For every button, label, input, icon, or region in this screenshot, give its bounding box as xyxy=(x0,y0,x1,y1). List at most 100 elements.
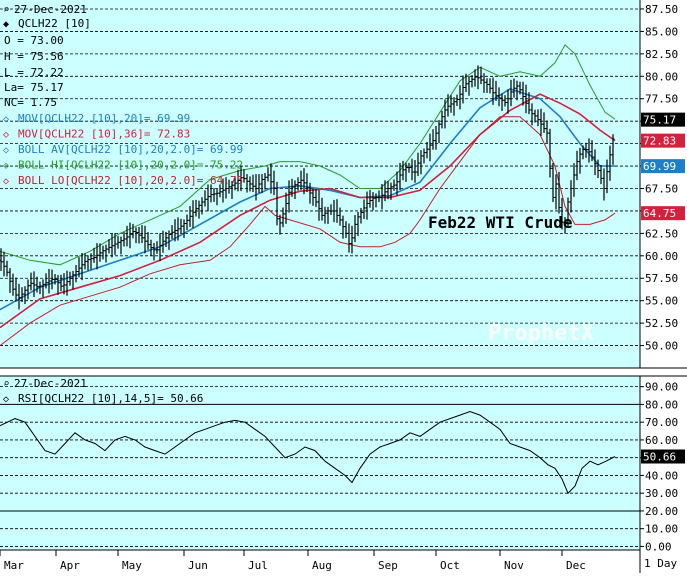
price-bar[interactable] xyxy=(383,180,387,202)
price-bar[interactable] xyxy=(431,129,435,150)
price-bar[interactable] xyxy=(5,260,9,277)
price-bar[interactable] xyxy=(497,87,501,107)
price-bar[interactable] xyxy=(458,85,462,110)
price-bar[interactable] xyxy=(512,78,516,98)
price-bar[interactable] xyxy=(584,142,588,158)
price-bar[interactable] xyxy=(50,269,54,290)
price-bar[interactable] xyxy=(521,81,525,106)
price-bar[interactable] xyxy=(455,94,459,106)
price-bar[interactable] xyxy=(419,150,423,175)
study-diamond-icon[interactable]: ◇ xyxy=(3,145,9,156)
price-bar[interactable] xyxy=(110,233,114,258)
price-bar[interactable] xyxy=(248,176,252,192)
price-bar[interactable] xyxy=(89,253,93,270)
price-bar[interactable] xyxy=(233,177,237,191)
price-bar[interactable] xyxy=(281,207,285,228)
price-bar[interactable] xyxy=(326,206,330,224)
rsi-line[interactable] xyxy=(0,410,616,495)
price-bar[interactable] xyxy=(314,189,318,208)
price-bar[interactable] xyxy=(566,197,570,227)
price-bar[interactable] xyxy=(119,236,123,255)
price-bar[interactable] xyxy=(17,283,21,310)
price-bar[interactable] xyxy=(548,128,552,178)
price-bar[interactable] xyxy=(143,225,147,254)
price-bar[interactable] xyxy=(230,181,234,199)
price-bar[interactable] xyxy=(578,147,582,174)
price-bar[interactable] xyxy=(245,174,249,193)
panel-splitter[interactable] xyxy=(0,368,687,376)
price-bar[interactable] xyxy=(65,270,69,296)
price-bar[interactable] xyxy=(149,239,153,256)
price-bar[interactable] xyxy=(554,174,558,210)
price-bar[interactable] xyxy=(482,73,486,93)
price-bar[interactable] xyxy=(182,219,186,238)
price-bar[interactable] xyxy=(98,243,102,262)
price-bar[interactable] xyxy=(389,182,393,200)
price-bar[interactable] xyxy=(86,255,90,271)
study-diamond-icon[interactable]: ◇ xyxy=(3,114,9,125)
price-bar[interactable] xyxy=(434,125,438,150)
price-bar[interactable] xyxy=(407,162,411,173)
price-bar[interactable] xyxy=(134,227,138,244)
price-bar[interactable] xyxy=(254,174,258,201)
price-bar[interactable] xyxy=(269,163,273,194)
price-bar[interactable] xyxy=(161,230,165,253)
price-bar[interactable] xyxy=(551,163,555,203)
price-bar[interactable] xyxy=(524,84,528,114)
price-bar[interactable] xyxy=(284,192,288,224)
price-bar[interactable] xyxy=(509,79,513,107)
price-bar[interactable] xyxy=(479,66,483,85)
price-bar[interactable] xyxy=(488,78,492,94)
study-diamond-icon[interactable]: ◇ xyxy=(3,161,9,172)
price-bar[interactable] xyxy=(539,108,543,136)
price-bar[interactable] xyxy=(158,233,162,262)
price-bar[interactable] xyxy=(500,93,504,111)
price-bar[interactable] xyxy=(413,160,417,183)
price-bar[interactable] xyxy=(56,275,60,295)
mov-36-line[interactable] xyxy=(0,93,616,329)
price-bar[interactable] xyxy=(437,120,441,144)
price-bar[interactable] xyxy=(416,152,420,177)
price-bar[interactable] xyxy=(29,272,33,291)
price-bar[interactable] xyxy=(185,214,189,231)
price-bar[interactable] xyxy=(461,75,465,104)
price-bar[interactable] xyxy=(215,189,219,206)
price-bar[interactable] xyxy=(560,198,564,230)
price-bar[interactable] xyxy=(125,225,129,247)
price-bar[interactable] xyxy=(563,217,567,234)
price-bar[interactable] xyxy=(440,110,444,129)
price-bar[interactable] xyxy=(203,190,207,207)
price-bar[interactable] xyxy=(47,268,51,294)
price-bar[interactable] xyxy=(533,109,537,123)
price-bar[interactable] xyxy=(62,273,66,295)
price-bar[interactable] xyxy=(197,200,201,219)
price-bar[interactable] xyxy=(8,268,12,293)
price-bar[interactable] xyxy=(365,191,369,220)
price-bar[interactable] xyxy=(611,134,615,165)
price-bar[interactable] xyxy=(236,169,240,192)
diamond-icon[interactable]: ◆ xyxy=(3,19,9,30)
price-bar[interactable] xyxy=(386,180,390,200)
price-bar[interactable] xyxy=(167,230,171,250)
price-bar[interactable] xyxy=(287,180,291,213)
price-bar[interactable] xyxy=(26,279,30,300)
price-bar[interactable] xyxy=(596,159,600,179)
price-bar[interactable] xyxy=(107,239,111,254)
price-bar[interactable] xyxy=(545,120,549,144)
price-bar[interactable] xyxy=(20,287,24,302)
price-bar[interactable] xyxy=(401,160,405,181)
price-bar[interactable] xyxy=(485,78,489,93)
price-bar[interactable] xyxy=(0,248,3,271)
price-bar[interactable] xyxy=(221,178,225,203)
price-bar[interactable] xyxy=(77,257,81,278)
price-bar[interactable] xyxy=(218,184,222,198)
price-bar[interactable] xyxy=(302,168,306,195)
price-bar[interactable] xyxy=(344,221,348,239)
magnifier-icon[interactable]: ⌕ xyxy=(3,3,10,16)
price-bar[interactable] xyxy=(35,276,39,293)
price-bar[interactable] xyxy=(470,75,474,88)
price-bar[interactable] xyxy=(362,199,366,219)
price-bar[interactable] xyxy=(317,190,321,221)
price-bar[interactable] xyxy=(176,217,180,241)
